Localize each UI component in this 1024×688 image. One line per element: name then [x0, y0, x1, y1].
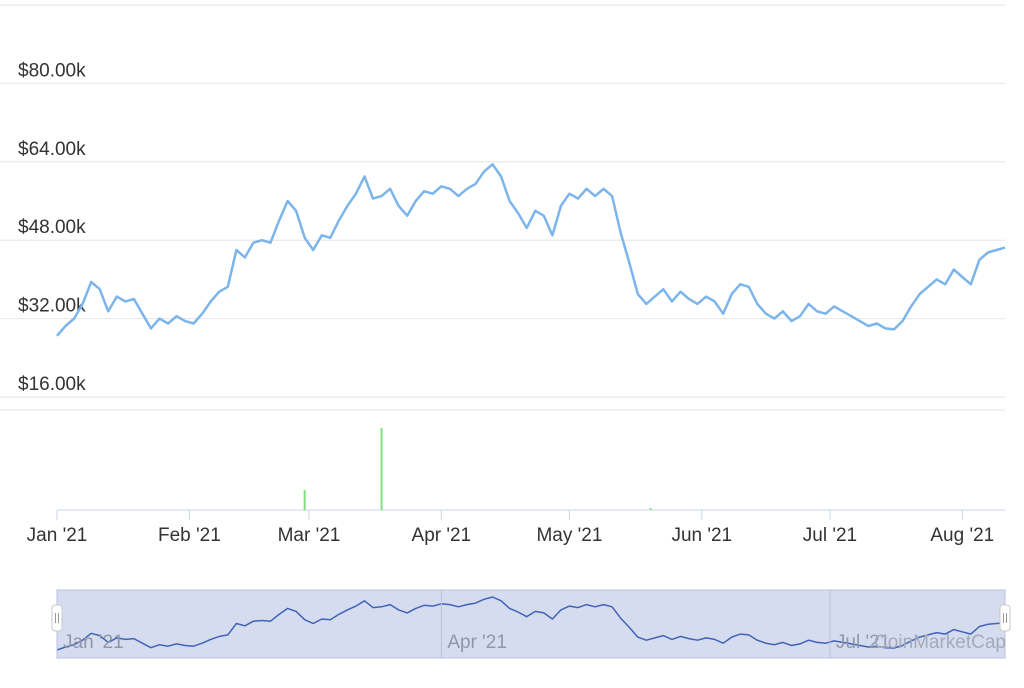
x-tick-label: Mar '21 — [278, 525, 341, 546]
volume-bar — [649, 508, 652, 510]
navigator-handle[interactable] — [51, 604, 63, 632]
y-tick-label: $64.00k — [18, 139, 86, 160]
navigator-tick-label: Apr '21 — [447, 632, 507, 653]
x-tick-label: Feb '21 — [158, 525, 221, 546]
y-tick-label: $80.00k — [18, 60, 86, 81]
x-tick-label: Jan '21 — [27, 525, 88, 546]
x-tick-label: Jul '21 — [803, 525, 857, 546]
x-tick-label: Apr '21 — [412, 525, 472, 546]
volume-bar — [380, 428, 383, 510]
price-line — [56, 163, 1006, 337]
navigator-handle[interactable] — [999, 604, 1011, 632]
x-tick-label: May '21 — [536, 525, 602, 546]
y-tick-label: $16.00k — [18, 374, 86, 395]
navigator-tick-label: Jul '21 — [836, 632, 890, 653]
y-tick-label: $96.00k — [18, 0, 86, 3]
x-tick-label: Aug '21 — [930, 525, 994, 546]
volume-bar — [303, 490, 306, 510]
navigator-background — [56, 589, 1006, 659]
navigator-tick-label: Jan '21 — [63, 632, 124, 653]
y-tick-label: $32.00k — [18, 296, 86, 317]
x-tick-label: Jun '21 — [671, 525, 732, 546]
navigator-line — [56, 596, 1006, 651]
watermark: CoinMarketCap — [874, 632, 1006, 653]
y-tick-label: $48.00k — [18, 217, 86, 238]
